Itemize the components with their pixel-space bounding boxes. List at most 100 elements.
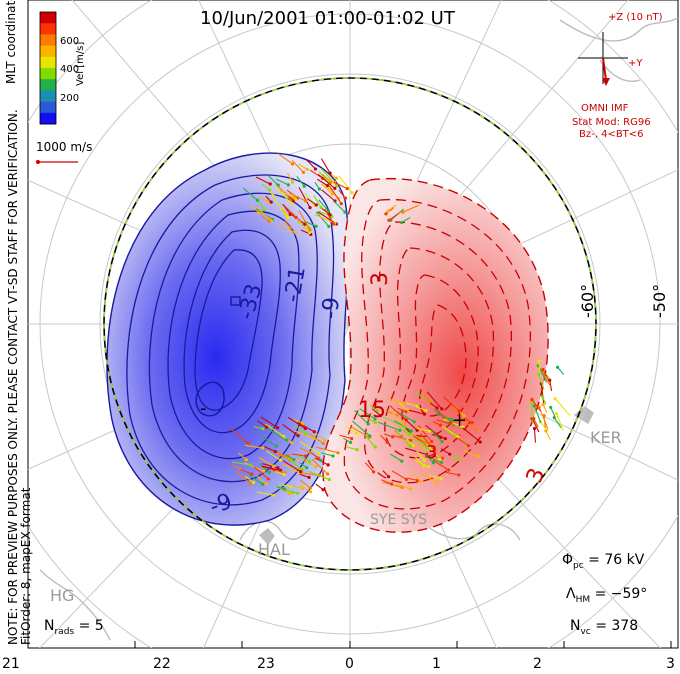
velocity-vector xyxy=(408,409,425,415)
velocity-vector-origin xyxy=(300,487,305,491)
velocity-vector-origin xyxy=(355,448,359,452)
velocity-vector-origin xyxy=(272,493,276,497)
velocity-vector xyxy=(275,186,293,205)
mlt-label-22: 22 xyxy=(153,656,171,672)
velocity-vector xyxy=(255,206,272,222)
imf-condition: Bz-, 4<BT<6 xyxy=(579,129,644,140)
velocity-vector-origin xyxy=(303,426,307,431)
positive-convection-cell xyxy=(322,178,549,533)
velocity-vector-origin xyxy=(290,441,294,445)
velocity-vector-origin xyxy=(339,202,343,206)
velocity-vector-origin xyxy=(368,434,372,438)
velocity-vector xyxy=(282,460,302,473)
velocity-vector-origin xyxy=(262,208,266,212)
velocity-vector xyxy=(531,418,540,433)
velocity-vector xyxy=(238,452,247,461)
velocity-vector-origin xyxy=(355,431,359,435)
velocity-vector-origin xyxy=(378,414,383,418)
lambda-subscript: HM xyxy=(575,594,591,605)
lambda-symbol: Λ xyxy=(566,586,576,602)
velocity-vector xyxy=(390,453,403,462)
velocity-vector-origin xyxy=(448,421,453,425)
velocity-vector-origin xyxy=(422,458,427,462)
velocity-vector-origin xyxy=(373,420,377,424)
colorbar-tick-400: 400 xyxy=(60,64,80,75)
velocity-vector-origin xyxy=(331,454,335,458)
velocity-vector-origin xyxy=(433,448,437,453)
velocity-vector xyxy=(259,463,270,473)
velocity-vector-origin xyxy=(319,205,323,210)
velocity-vector-origin xyxy=(549,405,553,410)
colorbar-segment xyxy=(40,34,56,47)
velocity-vector-origin xyxy=(269,200,273,204)
radar-count: Nrads = 5 xyxy=(44,618,104,637)
velocity-vector-origin xyxy=(308,230,312,235)
velocity-vector xyxy=(364,462,375,473)
velocity-vector-origin xyxy=(314,224,318,228)
velocity-vector-origin xyxy=(438,457,442,461)
velocity-vector xyxy=(406,402,418,407)
velocity-vector-origin xyxy=(323,438,327,442)
velocity-vector xyxy=(304,220,317,227)
velocity-vector xyxy=(349,425,370,438)
velocity-vector xyxy=(462,427,481,443)
velocity-vector-origin xyxy=(248,463,252,467)
contour-label: 3 xyxy=(426,442,438,463)
colorbar-segment xyxy=(40,12,56,24)
imf-y-label: +Y xyxy=(628,58,643,69)
velocity-vector xyxy=(230,427,249,444)
velocity-vector-origin xyxy=(389,482,394,486)
velocity-vector xyxy=(242,187,258,201)
velocity-vector-origin xyxy=(293,231,298,235)
velocity-vector-origin xyxy=(317,451,321,456)
velocity-vector xyxy=(296,176,305,187)
velocity-vector-origin xyxy=(384,212,388,216)
velocity-vector xyxy=(398,401,408,411)
velocity-vector-origin xyxy=(326,472,330,476)
velocity-vector-origin xyxy=(373,445,377,449)
contour-label: -9 xyxy=(318,296,345,321)
velocity-vector xyxy=(420,433,436,451)
colorbar-segment xyxy=(40,79,56,91)
colorbar-segment xyxy=(40,101,56,114)
colorbar-segment xyxy=(40,112,56,125)
velocity-vector-origin xyxy=(448,452,452,456)
velocity-vector-origin xyxy=(412,420,416,424)
phi-symbol: Φ xyxy=(562,552,574,568)
velocity-vector xyxy=(445,471,459,476)
velocity-vector-origin xyxy=(287,491,292,496)
velocity-vector-origin xyxy=(447,468,451,472)
mlt-label-2: 2 xyxy=(533,656,542,672)
mlt-ticks xyxy=(27,641,672,648)
velocity-vector-origin xyxy=(268,188,272,192)
velocity-vector xyxy=(275,470,285,474)
velocity-vector xyxy=(316,178,328,187)
velocity-vector-origin xyxy=(457,458,461,462)
velocity-vector xyxy=(554,398,571,417)
velocity-vector-origin xyxy=(294,458,299,462)
velocity-vector xyxy=(317,211,337,225)
velocity-vector xyxy=(299,479,311,489)
velocity-vector-origin xyxy=(290,162,295,166)
velocity-vector xyxy=(258,434,277,447)
velocity-vector-origin xyxy=(537,359,541,363)
velocity-vector xyxy=(295,425,307,435)
colorbar-tick-200: 200 xyxy=(60,93,80,104)
colorbar-segment xyxy=(40,90,56,103)
velocity-vector xyxy=(387,204,397,212)
velocity-vector xyxy=(359,408,376,420)
nvc-subscript: vc xyxy=(580,626,591,637)
velocity-vector xyxy=(309,433,324,444)
velocity-vector-origin xyxy=(272,464,276,468)
velocity-vector-origin xyxy=(308,486,312,490)
velocity-vector-origin xyxy=(439,460,444,464)
velocity-vector xyxy=(248,473,264,485)
velocity-vector-origin xyxy=(289,226,293,230)
velocity-vector-origin xyxy=(415,428,419,432)
velocity-vector-origin xyxy=(266,477,270,481)
velocity-vector-origin xyxy=(461,418,465,422)
preview-note: NOTE: FOR PREVIEW PURPOSES ONLY. PLEASE … xyxy=(6,109,20,645)
velocity-vector xyxy=(449,405,464,421)
velocity-vector xyxy=(231,464,241,470)
velocity-vector xyxy=(298,163,308,170)
